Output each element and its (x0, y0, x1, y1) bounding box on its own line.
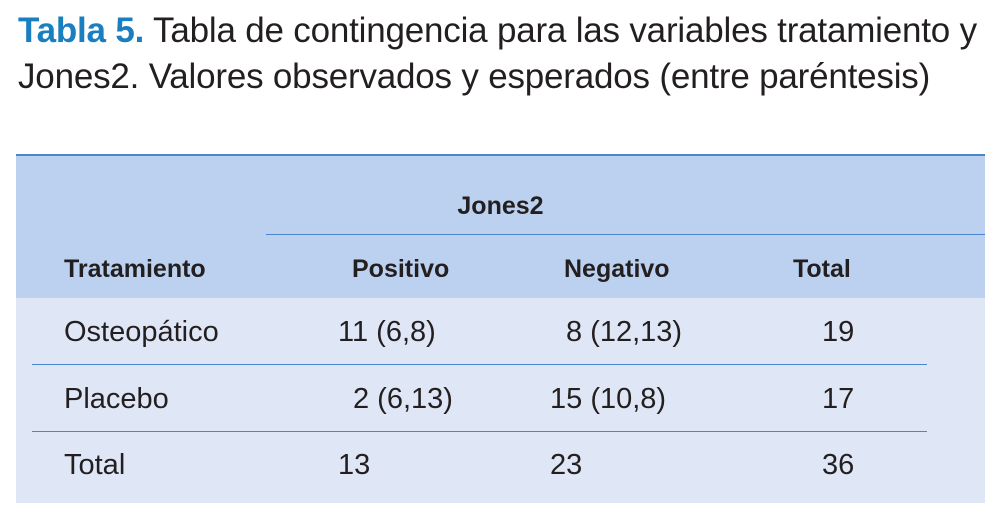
column-header-total: Total (793, 255, 851, 283)
column-header-positivo: Positivo (352, 255, 450, 283)
row-2-positivo: 2 (6,13) (353, 383, 453, 415)
group-header-rule (266, 234, 985, 235)
column-header-negativo: Negativo (564, 255, 670, 283)
row-2-total: 17 (822, 383, 855, 415)
row-2-negativo: 15 (10,8) (550, 383, 667, 415)
caption-text: Tabla de contingencia para las variables… (18, 11, 977, 96)
row-3-tratamiento: Total (64, 449, 126, 481)
row-1-tratamiento: Osteopático (64, 316, 219, 348)
row-divider (32, 364, 927, 365)
row-3-total: 36 (822, 449, 855, 481)
row-3-negativo: 23 (550, 449, 583, 481)
row-1-total: 19 (822, 316, 855, 348)
row-1-negativo: 8 (12,13) (566, 316, 683, 348)
row-1-positivo: 11 (6,8) (338, 316, 436, 348)
group-header: Jones2 (457, 192, 544, 220)
contingency-table: Jones2 Tratamiento Positivo Negativo Tot… (16, 154, 985, 503)
row-2-tratamiento: Placebo (64, 383, 169, 415)
table-header (16, 154, 985, 298)
row-3-positivo: 13 (338, 449, 371, 481)
row-divider (32, 431, 927, 432)
table-caption: Tabla 5. Tabla de contingencia para las … (18, 8, 993, 100)
column-header-tratamiento: Tratamiento (64, 255, 206, 283)
caption-label: Tabla 5. (18, 11, 145, 50)
